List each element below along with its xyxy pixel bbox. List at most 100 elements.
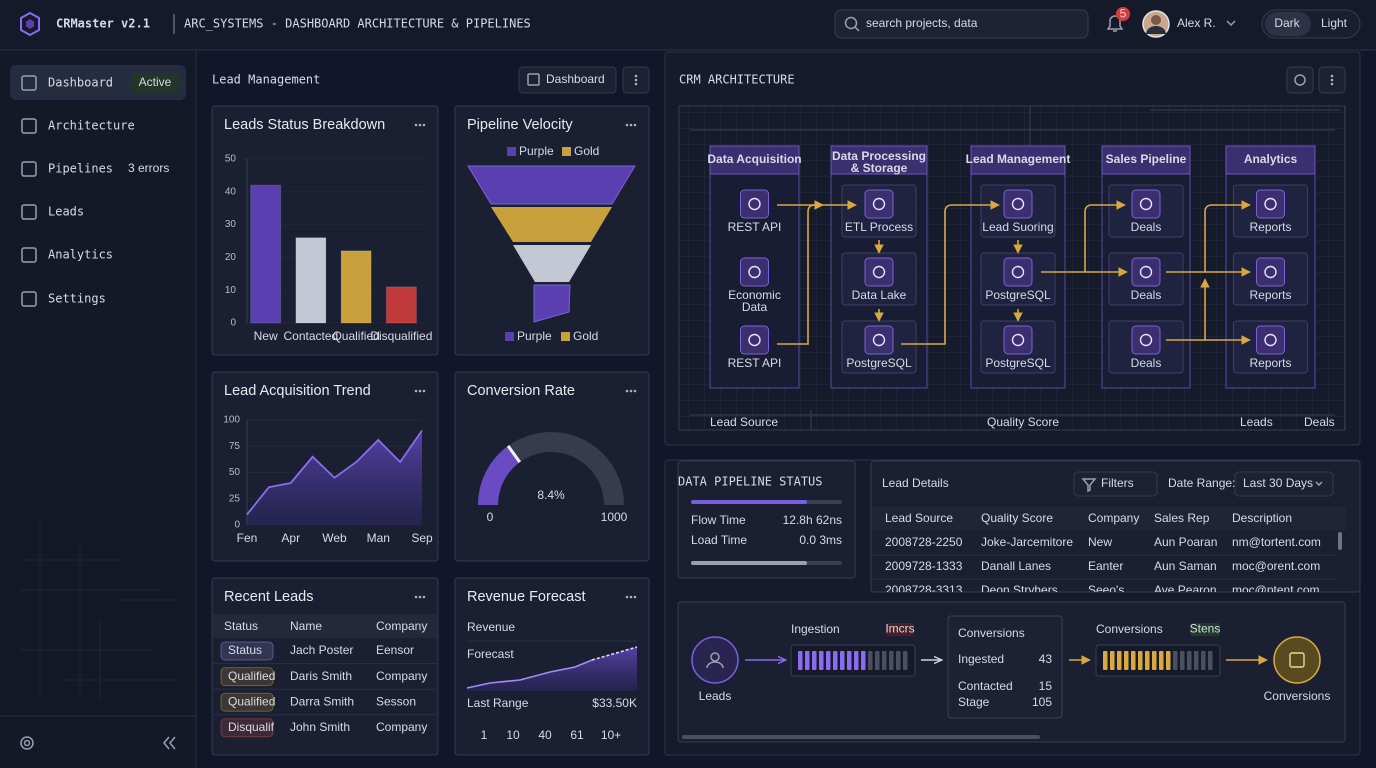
y-tick-label: 0 [230,318,236,329]
column-header: Company [1088,511,1139,525]
revenue-label: Forecast [467,647,514,661]
segment [1180,651,1185,670]
cell[interactable]: 2009728-1333 [885,559,963,573]
status-label: Status [228,643,262,657]
node-glyph [1139,197,1153,211]
column-title: Data Acquisition [707,152,801,166]
column-header: Description [1232,511,1292,525]
segment [1208,651,1213,670]
segment [1152,651,1157,670]
node-label: PostgreSQL [985,356,1051,370]
menu-dot [422,389,426,393]
node-icon [740,189,769,219]
theme-option-active[interactable] [1265,12,1311,36]
node-label: Economic [728,288,781,302]
lead-name: John Smith [290,720,350,734]
x-tick-label: Apr [281,531,300,545]
segment [840,651,845,670]
chevron [1315,481,1323,487]
view-button[interactable] [518,66,617,94]
funnel-stage [467,165,636,205]
date-range-select[interactable] [1234,471,1334,497]
forecast-line [466,659,593,689]
nav-icon [21,291,37,307]
date-range-value: Last 30 Days [1243,476,1313,490]
menu-dot [1330,74,1334,78]
bar [385,286,417,324]
column-title: Data Processing [832,149,926,163]
blueprint-label: Lead Source [710,415,778,429]
segment [903,651,908,670]
nav-item[interactable]: Analytics [48,248,113,262]
settings-button[interactable] [1286,66,1314,94]
source-icon [706,661,724,669]
node-icon [1256,257,1285,287]
gear-icon [1294,74,1306,86]
y-tick-label: 10 [225,285,237,296]
node-label: Lead Suoring [982,220,1053,234]
lead-name: Jach Poster [290,643,353,657]
segment [1103,651,1108,670]
menu-dot [634,74,638,78]
menu-dot [422,595,426,599]
avatar-body [1146,26,1166,34]
theme-option[interactable]: Dark [1274,16,1300,30]
metric-label: Load Time [691,533,747,547]
segment [826,651,831,670]
view-button-label: Dashboard [546,72,605,86]
cell[interactable]: 2008728-3313 [885,583,963,597]
nav-item[interactable]: Leads [48,205,84,219]
flow-arrow [901,200,1000,345]
node-icon [1131,325,1161,355]
filters-label: Filters [1101,476,1134,490]
cell: Joke-Jarcemitore [981,535,1073,549]
card-title: Pipeline Velocity [467,117,573,133]
column-header: Lead Source [885,511,953,525]
node-glyph [1011,333,1025,347]
legend-swatch [562,147,571,156]
filters-button[interactable] [1073,471,1158,497]
logo-icon [20,11,40,37]
gauge-needle [506,445,522,463]
x-tick-label: Qualified [332,329,379,343]
node-icon [864,325,894,355]
menu-dot [633,389,637,393]
theme-option[interactable]: Light [1321,16,1348,30]
cell[interactable]: 2008728-2250 [885,535,963,549]
nav-item[interactable]: Dashboard [48,76,113,90]
stage-badge [1190,623,1220,636]
y-tick-label: 50 [229,467,241,478]
user-name[interactable]: Alex R. [1177,16,1216,30]
nav-item[interactable]: Architecture [48,119,135,133]
menu-dot [634,82,638,86]
node-label: ETL Process [845,220,913,234]
x-label: 10+ [601,728,621,742]
segment [889,651,894,670]
segment [1194,651,1199,670]
target-node [1273,636,1321,684]
x-tick-label: Fen [237,531,258,545]
column-header [709,145,800,175]
menu-dot [418,595,422,599]
status-label: Qualified [228,694,275,708]
x-tick-label: Web [322,531,347,545]
menu-dot [633,595,637,599]
y-tick-label: 75 [229,441,241,452]
column-header [970,145,1066,175]
search-box[interactable] [834,9,1089,39]
node-icon [1003,189,1033,219]
lead-company: Company [376,720,427,734]
legend-swatch [507,147,516,156]
lead-company: Eensor [376,643,414,657]
node-glyph [1264,197,1277,211]
nav-item[interactable]: Pipelines [48,162,113,176]
nav-item[interactable]: Settings [48,292,106,306]
segment [819,651,824,670]
node-label: Leads [699,689,732,703]
app-name: CRMaster v2.1 [56,17,150,31]
progress-fill [691,561,807,565]
y-tick-label: 20 [225,252,237,263]
card-title: Conversion Rate [467,383,575,399]
blueprint-label: Leads [1240,415,1273,429]
